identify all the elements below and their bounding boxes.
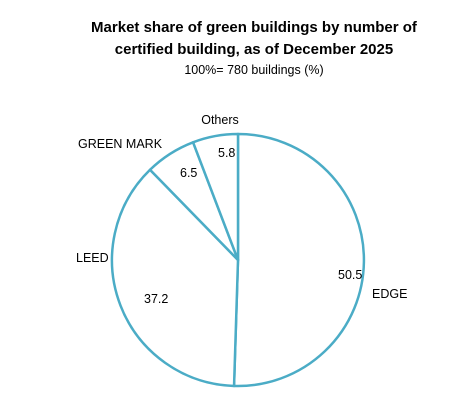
category-label-others: Others bbox=[201, 113, 239, 127]
chart-title-line-2: certified building, as of December 2025 bbox=[114, 41, 394, 58]
data-label-others: 5.8 bbox=[218, 146, 235, 160]
category-label-green-mark: GREEN MARK bbox=[78, 137, 163, 151]
chart-title-line-1: Market share of green buildings by numbe… bbox=[91, 19, 417, 36]
pie-slice-leed bbox=[110, 168, 240, 388]
data-label-leed: 37.2 bbox=[144, 292, 168, 306]
pie-slice-others bbox=[191, 132, 240, 262]
category-label-edge: EDGE bbox=[372, 287, 407, 301]
category-label-leed: LEED bbox=[76, 251, 109, 265]
data-label-edge: 50.5 bbox=[338, 268, 362, 282]
chart-subtitle: 100%= 780 buildings (%) bbox=[184, 63, 324, 77]
pie-slice-edge bbox=[232, 132, 366, 388]
data-label-green-mark: 6.5 bbox=[180, 166, 197, 180]
